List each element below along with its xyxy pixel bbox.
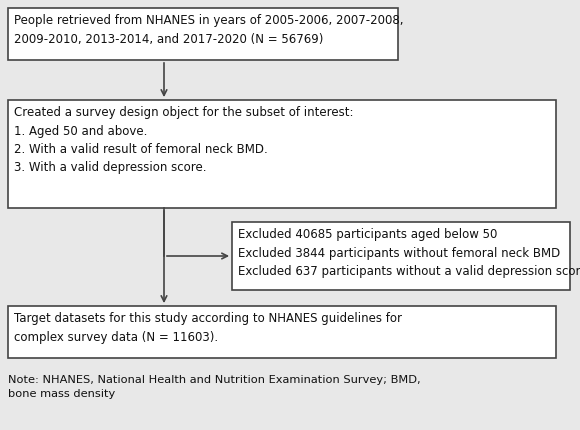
Text: Created a survey design object for the subset of interest:
1. Aged 50 and above.: Created a survey design object for the s…	[14, 106, 353, 175]
Text: Excluded 40685 participants aged below 50
Excluded 3844 participants without fem: Excluded 40685 participants aged below 5…	[238, 228, 580, 278]
Bar	[8, 8, 398, 60]
Bar	[232, 222, 570, 290]
Text: Target datasets for this study according to NHANES guidelines for
complex survey: Target datasets for this study according…	[14, 312, 402, 344]
Bar	[8, 306, 556, 358]
Text: People retrieved from NHANES in years of 2005-2006, 2007-2008,
2009-2010, 2013-2: People retrieved from NHANES in years of…	[14, 14, 404, 46]
Text: Note: NHANES, National Health and Nutrition Examination Survey; BMD,
bone mass d: Note: NHANES, National Health and Nutrit…	[8, 375, 420, 399]
Bar	[8, 100, 556, 208]
